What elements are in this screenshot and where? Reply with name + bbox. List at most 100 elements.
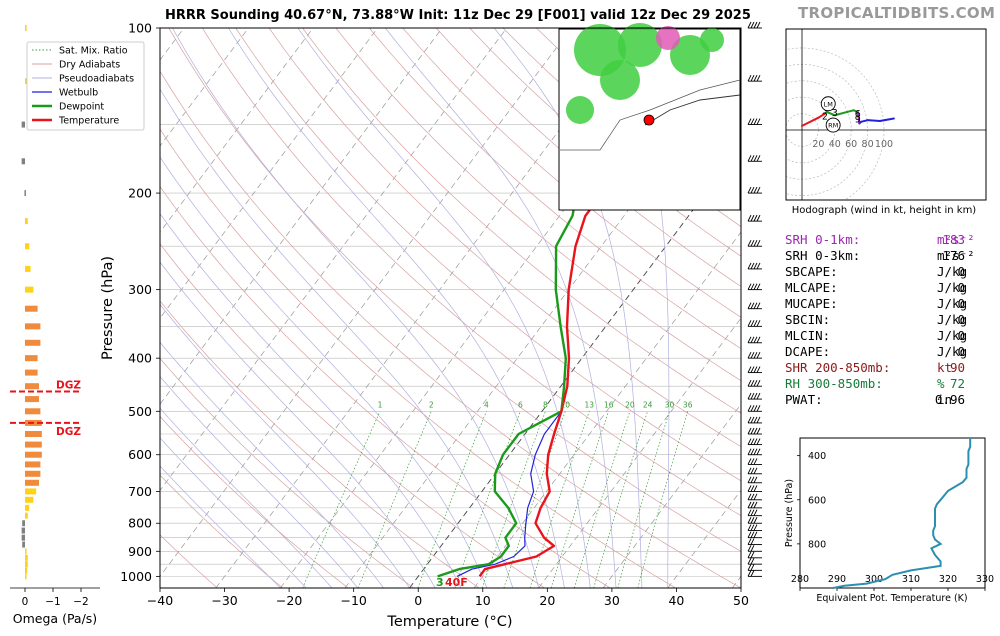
precip-blob xyxy=(600,60,640,100)
pseudoadiabat xyxy=(160,303,410,588)
wind-barb-flag xyxy=(747,485,752,492)
wind-barb-flag xyxy=(756,155,761,162)
parameter-row: SBCAPE: 0 J/kg xyxy=(785,264,985,280)
wind-barb xyxy=(747,214,762,222)
wind-barb-flag xyxy=(747,336,752,343)
dry-adiabat xyxy=(160,415,349,588)
wind-barb xyxy=(747,336,762,344)
parameter-value: 0.96 xyxy=(934,392,965,407)
dry-adiabat xyxy=(402,28,741,318)
inset-map xyxy=(558,23,741,211)
wind-barb-flag xyxy=(750,476,755,483)
wind-barb xyxy=(747,538,762,546)
wind-barb-flag xyxy=(756,405,761,412)
wind-barb-flag xyxy=(753,366,758,373)
wind-barb-flag xyxy=(753,351,758,359)
wind-barb-flag xyxy=(747,118,752,125)
wind-barb-flag xyxy=(753,392,758,400)
skewt-ylabel: Pressure (hPa) xyxy=(100,256,116,360)
isotherm xyxy=(473,231,741,588)
dry-adiabat xyxy=(302,28,741,414)
wind-barb-flag xyxy=(750,485,755,492)
wind-barb-flag xyxy=(747,531,752,538)
wind-barb-flag xyxy=(750,517,755,524)
wind-barb xyxy=(747,74,762,82)
wind-barb-flag xyxy=(756,186,761,194)
mixing-ratio-line xyxy=(593,411,648,588)
mixing-ratio-label: 6 xyxy=(518,400,523,409)
wind-barb xyxy=(747,517,762,524)
x-tick-label: 40 xyxy=(668,593,684,608)
wind-barb-flag xyxy=(747,405,752,412)
wind-barb-flag xyxy=(753,405,758,412)
y-tick-label: 400 xyxy=(128,351,152,366)
dry-adiabat xyxy=(168,28,741,552)
wind-barb-flag xyxy=(750,262,755,270)
pseudoadiabat xyxy=(160,261,436,588)
wind-barb-flag xyxy=(753,283,758,290)
dry-adiabat xyxy=(268,28,741,448)
parameter-value: 183 xyxy=(942,232,965,247)
wind-barb-flag xyxy=(750,509,755,516)
dry-adiabat xyxy=(160,300,480,588)
parameter-value: 0 xyxy=(957,312,965,327)
pseudoadiabat xyxy=(160,376,359,588)
precip-blob xyxy=(618,23,662,67)
wind-barb-flag xyxy=(753,214,758,222)
wind-barb-flag xyxy=(753,302,758,309)
wind-barb xyxy=(747,380,762,387)
pseudoadiabat xyxy=(160,213,462,588)
y-tick-label: 800 xyxy=(128,516,152,531)
wind-barb-flag xyxy=(750,493,755,500)
wind-barb-flag xyxy=(750,336,755,343)
wind-barb-flag xyxy=(756,21,761,29)
wind-barb-flag xyxy=(756,262,761,270)
wind-barb-flag xyxy=(756,448,761,455)
wind-barb xyxy=(747,118,762,126)
parameter-label: SBCIN: xyxy=(785,312,831,327)
wind-barb-flag xyxy=(753,21,758,29)
wind-barb-flag xyxy=(747,493,752,500)
pseudoadiabat xyxy=(172,28,539,588)
wind-barb-flag xyxy=(756,240,761,247)
wind-barb-flag xyxy=(750,283,755,290)
pseudoadiabat xyxy=(160,156,488,588)
mixing-ratio-line xyxy=(454,411,521,588)
wind-barb-flag xyxy=(750,557,755,565)
x-tick-label: 0 xyxy=(414,593,422,608)
wind-barb-flag xyxy=(750,438,755,445)
wind-barb-flag xyxy=(750,545,755,552)
wind-barb-flag xyxy=(756,320,761,327)
wind-barb-flag xyxy=(750,564,755,571)
wind-barb xyxy=(747,186,762,194)
y-tick-label: 200 xyxy=(128,186,152,201)
pseudoadiabat xyxy=(493,28,643,588)
x-tick-label: −10 xyxy=(340,593,366,608)
wind-barb-flag xyxy=(747,427,752,435)
dry-adiabat xyxy=(335,28,741,382)
wind-barb-flag xyxy=(750,302,755,309)
mixing-ratio-line xyxy=(529,411,590,588)
wind-barb-flag xyxy=(753,438,758,445)
mixing-ratio-line xyxy=(637,411,689,588)
parameter-unit: J/kg xyxy=(937,344,968,359)
precip-blob xyxy=(656,26,680,50)
x-tick-label: −40 xyxy=(147,593,173,608)
wind-barb-flag xyxy=(747,302,752,309)
skewt-xlabel: Temperature (°C) xyxy=(386,614,512,630)
wind-barb xyxy=(747,405,762,412)
parameter-unit: % xyxy=(937,376,945,391)
wind-barb-flag xyxy=(747,380,752,387)
wind-barb-flag xyxy=(756,392,761,400)
parameter-label: SHR 200-850mb: xyxy=(785,360,891,375)
wind-barb-flag xyxy=(750,448,755,455)
wind-barb-flag xyxy=(750,467,755,474)
wind-barb-flag xyxy=(750,538,755,545)
wind-barb xyxy=(747,262,762,270)
surface-dewpoint-label: 3 xyxy=(436,576,444,589)
wind-barb-flag xyxy=(750,186,755,194)
wind-barb xyxy=(747,302,762,310)
coastline xyxy=(644,94,741,126)
wind-barb-flag xyxy=(750,366,755,373)
parameter-label: SRH 0-1km: xyxy=(785,232,861,247)
